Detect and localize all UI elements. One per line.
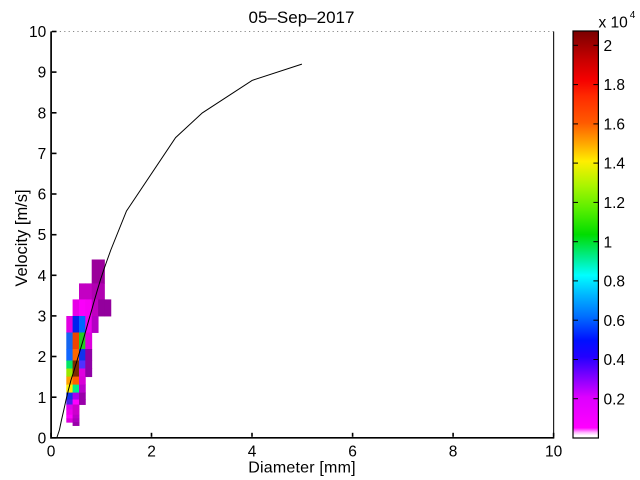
svg-text:1.2: 1.2	[604, 195, 626, 212]
svg-text:0: 0	[47, 443, 56, 460]
svg-text:1.4: 1.4	[604, 156, 626, 173]
svg-text:8: 8	[449, 443, 458, 460]
svg-text:10: 10	[545, 443, 563, 460]
svg-text:10: 10	[29, 24, 47, 41]
svg-text:05–Sep–2017: 05–Sep–2017	[249, 8, 355, 27]
svg-text:7: 7	[38, 146, 47, 163]
svg-text:4: 4	[38, 268, 47, 285]
svg-text:4: 4	[630, 10, 636, 21]
svg-text:2: 2	[604, 38, 613, 55]
svg-text:x 10: x 10	[599, 15, 629, 32]
svg-text:9: 9	[38, 65, 47, 82]
svg-text:6: 6	[348, 443, 357, 460]
svg-text:1: 1	[38, 390, 47, 407]
svg-text:4: 4	[248, 443, 257, 460]
svg-text:2: 2	[147, 443, 156, 460]
svg-text:5: 5	[38, 227, 47, 244]
svg-text:1.6: 1.6	[604, 117, 626, 134]
svg-text:1: 1	[604, 234, 613, 251]
svg-text:0.6: 0.6	[604, 313, 626, 330]
svg-text:2: 2	[38, 349, 47, 366]
svg-text:3: 3	[38, 309, 47, 326]
svg-text:8: 8	[38, 105, 47, 122]
svg-text:Diameter [mm]: Diameter [mm]	[248, 460, 356, 477]
svg-text:0.2: 0.2	[604, 391, 626, 408]
svg-text:1.8: 1.8	[604, 77, 626, 94]
svg-text:0: 0	[38, 430, 47, 447]
svg-text:Velocity [m/s]: Velocity [m/s]	[13, 189, 31, 286]
svg-text:0.4: 0.4	[604, 352, 626, 369]
svg-text:0.8: 0.8	[604, 274, 626, 291]
svg-text:6: 6	[38, 187, 47, 204]
